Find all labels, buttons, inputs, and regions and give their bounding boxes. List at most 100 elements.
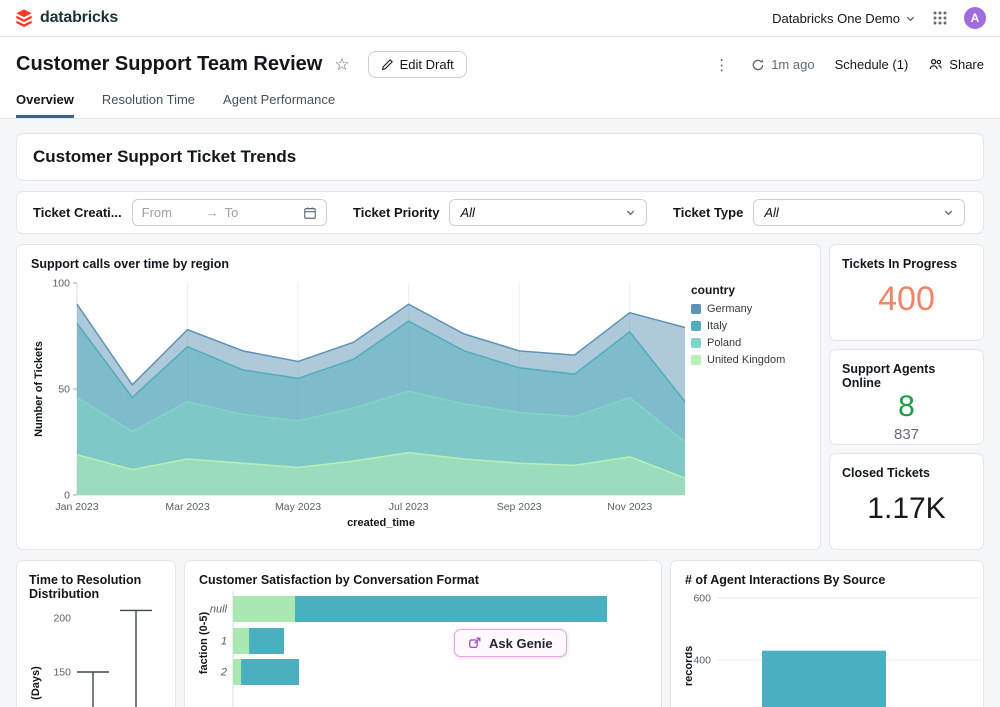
hbar-chart-satisfaction[interactable]: null 1 2 faction (0-5)	[198, 591, 649, 707]
ticket-type-select[interactable]: All	[753, 199, 966, 226]
date-range-input[interactable]: →	[131, 199, 327, 226]
app-switcher-icon[interactable]	[932, 10, 948, 26]
chevron-down-icon	[945, 210, 953, 216]
svg-text:100: 100	[52, 278, 70, 290]
kpi-value-closed-tickets: 1.17K	[867, 491, 946, 525]
range-arrow-icon: →	[205, 205, 219, 220]
ask-genie-label: Ask Genie	[489, 635, 553, 651]
svg-text:Jan 2023: Jan 2023	[55, 501, 98, 513]
databricks-logo[interactable]: databricks	[14, 8, 118, 29]
kpi-column: Tickets In Progress 400 Support Agents O…	[829, 244, 984, 551]
svg-text:0: 0	[64, 490, 70, 502]
filter-label-creation: Ticket Creati...	[33, 205, 122, 220]
ask-genie-button[interactable]: Ask Genie	[454, 629, 567, 657]
chart-title: Time to Resolution Distribution	[29, 573, 142, 601]
page-title: Customer Support Team Review	[16, 53, 323, 75]
chart-card-support-calls: Support calls over time by region 0 50 100…	[16, 244, 821, 550]
kpi-value-tickets-in-progress: 400	[878, 279, 935, 318]
refresh-button[interactable]: 1m ago	[751, 57, 815, 72]
legend-swatch	[691, 321, 701, 331]
legend-item-italy[interactable]: Italy	[691, 320, 803, 332]
legend-swatch	[691, 338, 701, 348]
svg-text:Nov 2023: Nov 2023	[607, 501, 652, 513]
share-button[interactable]: Share	[928, 57, 984, 72]
pencil-icon	[381, 59, 393, 71]
svg-text:400: 400	[693, 655, 711, 667]
dashboard-title: Customer Support Ticket Trends	[33, 147, 297, 166]
dashboard-canvas: Customer Support Ticket Trends Ticket Cr…	[0, 119, 1000, 707]
schedule-button[interactable]: Schedule (1)	[834, 57, 909, 72]
kpi-secondary-agents: 837	[893, 425, 920, 443]
svg-text:(Days): (Days)	[30, 666, 42, 700]
chart-card-customer-satisfaction: Customer Satisfaction by Conversation Fo…	[184, 560, 662, 707]
svg-text:created_time: created_time	[347, 517, 415, 529]
logo-wordmark: databricks	[40, 9, 119, 26]
svg-text:600: 600	[693, 593, 711, 605]
legend-item-united-kingdom[interactable]: United Kingdom	[691, 354, 803, 366]
legend-swatch	[691, 304, 701, 314]
share-label: Share	[949, 57, 984, 72]
legend-item-poland[interactable]: Poland	[691, 337, 803, 349]
chart-title: Customer Satisfaction by Conversation Fo…	[199, 573, 479, 587]
svg-text:200: 200	[53, 613, 71, 625]
edit-draft-button[interactable]: Edit Draft	[367, 51, 467, 78]
share-people-icon	[929, 59, 943, 70]
svg-text:null: null	[210, 604, 228, 616]
overflow-menu-icon[interactable]: ⋮	[714, 56, 730, 74]
svg-text:150: 150	[53, 667, 71, 679]
filter-bar: Ticket Creati... → Ticket Priority Al	[16, 191, 984, 234]
chevron-down-icon	[626, 210, 635, 216]
page-header: Customer Support Team Review ☆ Edit Draf…	[0, 37, 1000, 119]
favorite-star-icon[interactable]: ☆	[334, 54, 350, 74]
databricks-logo-icon	[16, 8, 32, 27]
tab-overview[interactable]: Overview	[16, 92, 74, 118]
date-from-input[interactable]	[141, 205, 200, 220]
calendar-icon[interactable]	[303, 206, 317, 220]
filter-label-priority: Ticket Priority	[353, 205, 440, 220]
filter-ticket-type: Ticket Type All	[647, 199, 967, 226]
svg-text:records: records	[685, 646, 695, 686]
svg-text:May 2023: May 2023	[275, 501, 321, 513]
chart-card-agent-interactions: # of Agent Interactions By Source 600 400…	[670, 560, 984, 707]
kpi-title: Closed Tickets	[842, 466, 931, 481]
dashboard-title-card: Customer Support Ticket Trends	[16, 133, 984, 181]
legend-swatch	[691, 355, 701, 365]
workspace-selector[interactable]: Databricks One Demo	[772, 11, 916, 26]
kpi-card-tickets-in-progress: Tickets In Progress 400	[829, 244, 984, 341]
svg-text:faction (0-5): faction (0-5)	[199, 611, 210, 674]
topbar: databricks Databricks One Demo A	[0, 0, 1000, 37]
chart-title: Support calls over time by region	[31, 257, 229, 271]
tab-resolution-time[interactable]: Resolution Time	[101, 92, 196, 107]
boxplot-time-to-resolution[interactable]: 200 150 (Days)	[29, 605, 163, 707]
edit-draft-label: Edit Draft	[399, 57, 454, 72]
workspace-name: Databricks One Demo	[772, 10, 900, 26]
date-to-input[interactable]	[224, 205, 283, 220]
svg-text:50: 50	[58, 384, 70, 396]
chart-title: # of Agent Interactions By Source	[685, 573, 886, 587]
area-chart-support-calls[interactable]: 0 50 100 Jan 2023 Mar 2023 May 2023 Jul 2023 Se…	[31, 275, 691, 531]
kpi-title: Support Agents Online	[842, 361, 936, 390]
kpi-value-agents-online: 8	[898, 389, 915, 423]
legend-item-germany[interactable]: Germany	[691, 303, 803, 315]
ticket-type-value: All	[764, 205, 779, 220]
avatar[interactable]: A	[964, 7, 986, 29]
filter-label-type: Ticket Type	[673, 205, 744, 220]
svg-text:Jul 2023: Jul 2023	[389, 501, 429, 513]
refresh-timestamp: 1m ago	[771, 57, 815, 72]
chart-card-time-to-resolution: Time to Resolution Distribution 200 150 (D…	[16, 560, 176, 707]
kpi-card-closed-tickets: Closed Tickets 1.17K	[829, 453, 984, 551]
svg-text:Number of Tickets: Number of Tickets	[33, 341, 45, 437]
svg-text:Sep 2023: Sep 2023	[497, 501, 542, 513]
ticket-priority-select[interactable]: All	[449, 199, 647, 226]
kpi-title: Tickets In Progress	[842, 257, 958, 271]
refresh-icon	[752, 58, 764, 70]
filter-ticket-creation: Ticket Creati... →	[33, 199, 327, 226]
svg-text:2: 2	[220, 667, 227, 679]
chevron-down-icon	[906, 16, 915, 21]
ticket-priority-value: All	[460, 205, 475, 220]
genie-icon	[469, 637, 481, 649]
kpi-card-support-agents-online: Support Agents Online 8 837	[829, 348, 984, 446]
tab-agent-performance[interactable]: Agent Performance	[223, 92, 336, 107]
chart-legend: country Germany Italy Poland United Kingdom	[691, 275, 803, 531]
